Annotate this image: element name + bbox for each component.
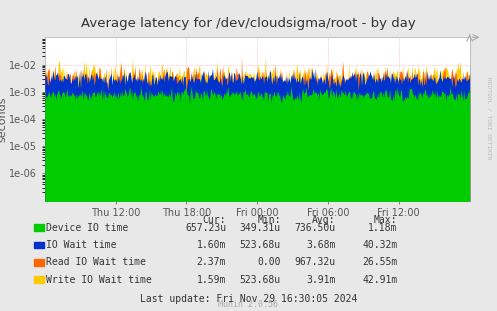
Text: IO Wait time: IO Wait time: [46, 240, 117, 250]
Text: Read IO Wait time: Read IO Wait time: [46, 258, 146, 267]
Text: Write IO Wait time: Write IO Wait time: [46, 275, 152, 285]
Text: Max:: Max:: [374, 215, 398, 225]
Text: 1.59m: 1.59m: [197, 275, 226, 285]
Text: 523.68u: 523.68u: [240, 275, 281, 285]
Text: 42.91m: 42.91m: [362, 275, 398, 285]
Text: 1.18m: 1.18m: [368, 223, 398, 233]
Text: 657.23u: 657.23u: [185, 223, 226, 233]
Text: Average latency for /dev/cloudsigma/root - by day: Average latency for /dev/cloudsigma/root…: [81, 16, 416, 30]
Text: 40.32m: 40.32m: [362, 240, 398, 250]
Text: Last update: Fri Nov 29 16:30:05 2024: Last update: Fri Nov 29 16:30:05 2024: [140, 294, 357, 304]
Text: 349.31u: 349.31u: [240, 223, 281, 233]
Text: 1.60m: 1.60m: [197, 240, 226, 250]
Text: Munin 2.0.56: Munin 2.0.56: [219, 300, 278, 309]
Text: 3.68m: 3.68m: [306, 240, 335, 250]
Text: Min:: Min:: [257, 215, 281, 225]
Text: Cur:: Cur:: [203, 215, 226, 225]
Text: Device IO time: Device IO time: [46, 223, 128, 233]
Text: 26.55m: 26.55m: [362, 258, 398, 267]
Text: 967.32u: 967.32u: [294, 258, 335, 267]
Text: 2.37m: 2.37m: [197, 258, 226, 267]
Text: 523.68u: 523.68u: [240, 240, 281, 250]
Text: 3.91m: 3.91m: [306, 275, 335, 285]
Y-axis label: seconds: seconds: [0, 96, 7, 142]
Text: 736.50u: 736.50u: [294, 223, 335, 233]
Text: RRDTOOL / TOBI OETIKER: RRDTOOL / TOBI OETIKER: [486, 77, 491, 160]
Text: Avg:: Avg:: [312, 215, 335, 225]
Text: 0.00: 0.00: [257, 258, 281, 267]
